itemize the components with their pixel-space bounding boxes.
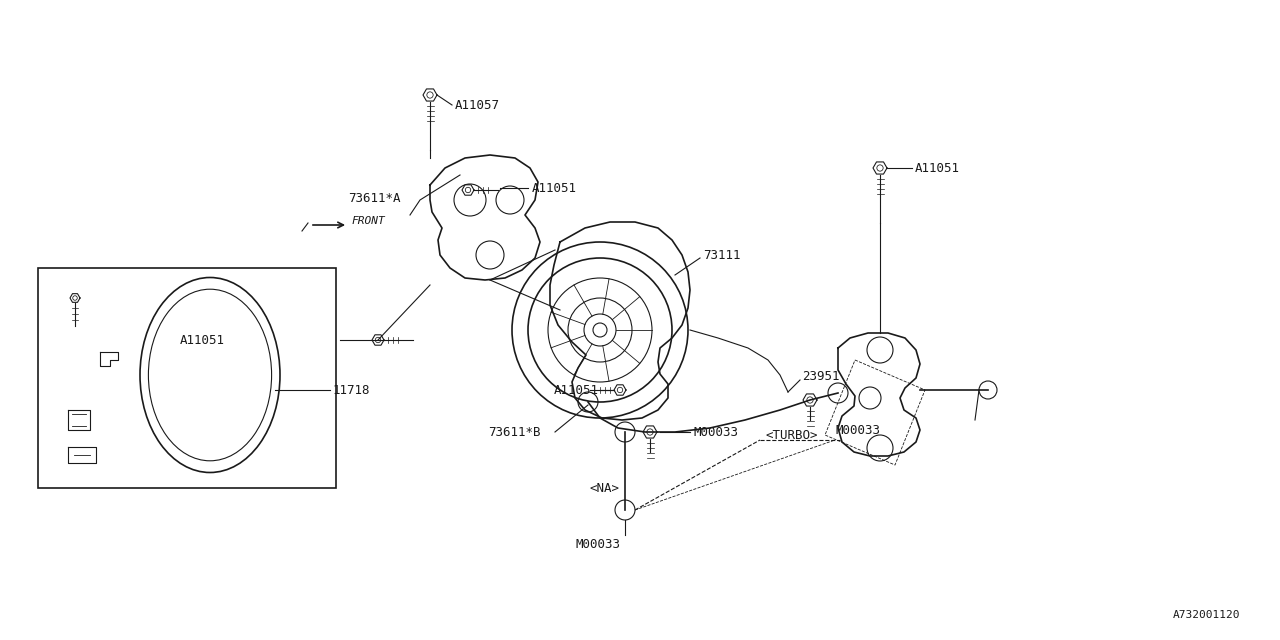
Text: A11051: A11051 xyxy=(554,383,599,397)
Text: M00033: M00033 xyxy=(575,538,620,552)
Text: 23951: 23951 xyxy=(803,369,840,383)
Text: FRONT: FRONT xyxy=(352,216,385,226)
Text: M00033: M00033 xyxy=(836,424,881,436)
Text: M00033: M00033 xyxy=(694,426,739,438)
Text: 73111: 73111 xyxy=(703,248,741,262)
Text: A11051: A11051 xyxy=(532,182,577,195)
Text: A11051: A11051 xyxy=(915,161,960,175)
Text: A732001120: A732001120 xyxy=(1172,610,1240,620)
Text: 73611*B: 73611*B xyxy=(488,426,540,438)
Text: 73611*A: 73611*A xyxy=(348,191,401,205)
Text: <TURBO>: <TURBO> xyxy=(765,429,818,442)
Text: A11051: A11051 xyxy=(180,333,225,346)
Bar xyxy=(38,268,335,488)
Text: 11718: 11718 xyxy=(333,383,370,397)
Text: <NA>: <NA> xyxy=(590,481,620,495)
Text: A11057: A11057 xyxy=(454,99,500,111)
